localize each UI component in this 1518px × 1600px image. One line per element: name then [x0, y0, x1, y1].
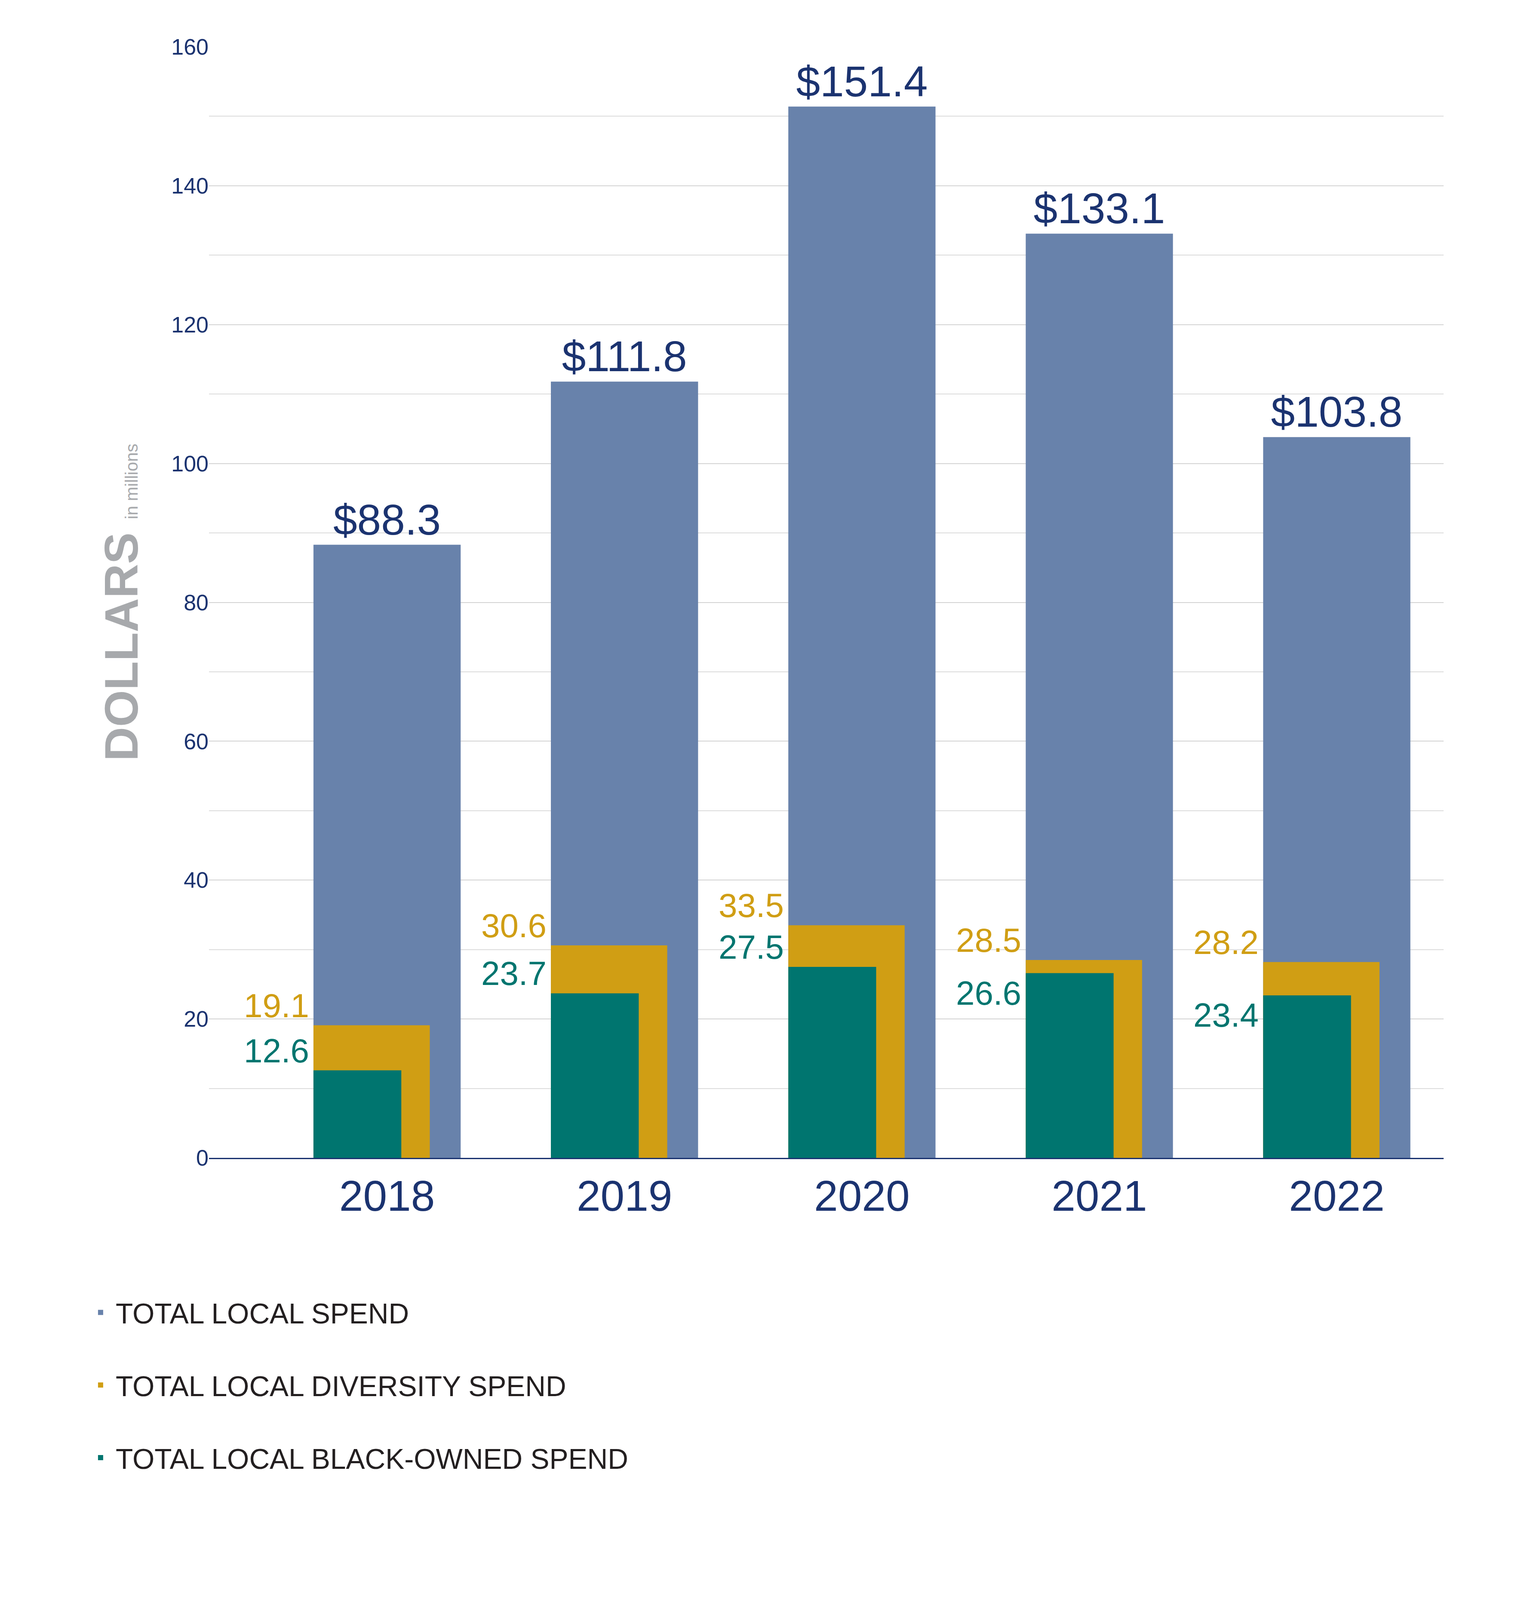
svg-text:23.4: 23.4	[1193, 995, 1259, 1034]
svg-text:DOLLARS in millions: DOLLARS in millions	[94, 443, 148, 762]
svg-text:30.6: 30.6	[481, 906, 547, 945]
svg-text:140: 140	[171, 173, 209, 199]
svg-text:40: 40	[183, 867, 209, 893]
svg-text:28.2: 28.2	[1193, 923, 1259, 962]
svg-text:33.5: 33.5	[718, 886, 784, 925]
svg-text:19.1: 19.1	[243, 986, 310, 1025]
svg-text:$111.8: $111.8	[562, 331, 688, 381]
svg-text:160: 160	[171, 34, 209, 60]
svg-text:12.6: 12.6	[243, 1031, 310, 1070]
svg-text:120: 120	[171, 312, 209, 338]
svg-text:$133.1: $133.1	[1033, 184, 1166, 233]
svg-text:23.7: 23.7	[481, 954, 547, 993]
svg-text:TOTAL LOCAL SPEND: TOTAL LOCAL SPEND	[115, 1297, 409, 1330]
svg-text:0: 0	[196, 1145, 209, 1171]
svg-text:2022: 2022	[1288, 1171, 1385, 1220]
svg-text:26.6: 26.6	[955, 974, 1022, 1012]
svg-text:2021: 2021	[1051, 1171, 1147, 1220]
svg-text:TOTAL LOCAL BLACK-OWNED SPEND: TOTAL LOCAL BLACK-OWNED SPEND	[115, 1442, 629, 1475]
svg-text:2019: 2019	[576, 1171, 673, 1220]
svg-text:2018: 2018	[339, 1171, 435, 1220]
svg-text:80: 80	[183, 589, 209, 615]
svg-text:28.5: 28.5	[955, 921, 1022, 959]
svg-text:$151.4: $151.4	[795, 57, 928, 106]
svg-text:60: 60	[183, 728, 209, 754]
svg-text:100: 100	[171, 451, 209, 477]
svg-text:$88.3: $88.3	[333, 495, 441, 544]
svg-text:27.5: 27.5	[718, 928, 784, 966]
svg-text:20: 20	[183, 1006, 209, 1032]
svg-text:$103.8: $103.8	[1271, 387, 1403, 436]
svg-text:TOTAL LOCAL DIVERSITY SPEND: TOTAL LOCAL DIVERSITY SPEND	[115, 1370, 567, 1402]
svg-text:2020: 2020	[814, 1171, 910, 1220]
